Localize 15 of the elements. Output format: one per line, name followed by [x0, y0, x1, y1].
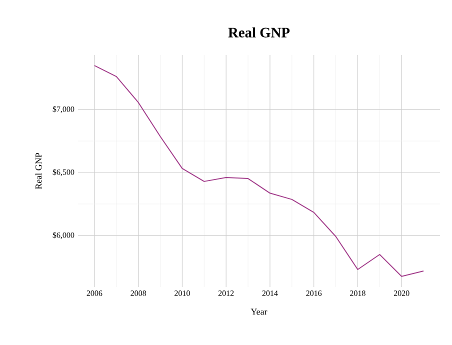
y-tick-label: $6,500	[52, 168, 74, 176]
x-tick-label: 2012	[218, 290, 234, 296]
x-tick-label: 2018	[350, 290, 366, 296]
line-series	[94, 65, 424, 277]
x-axis-title: Year	[250, 308, 268, 315]
x-tick-label: 2010	[174, 290, 190, 296]
y-tick-label: $6,000	[52, 232, 74, 239]
y-tick-label: $7,000	[52, 106, 74, 114]
x-tick-label: 2014	[262, 290, 278, 296]
x-tick-label: 2016	[306, 290, 322, 296]
x-tick-label: 2020	[394, 290, 410, 296]
x-tick-label: 2008	[130, 290, 146, 296]
x-tick-label: 2006	[86, 290, 102, 296]
y-axis-title: Real GNP	[35, 152, 42, 190]
chart-title: Real GNP	[228, 27, 290, 38]
